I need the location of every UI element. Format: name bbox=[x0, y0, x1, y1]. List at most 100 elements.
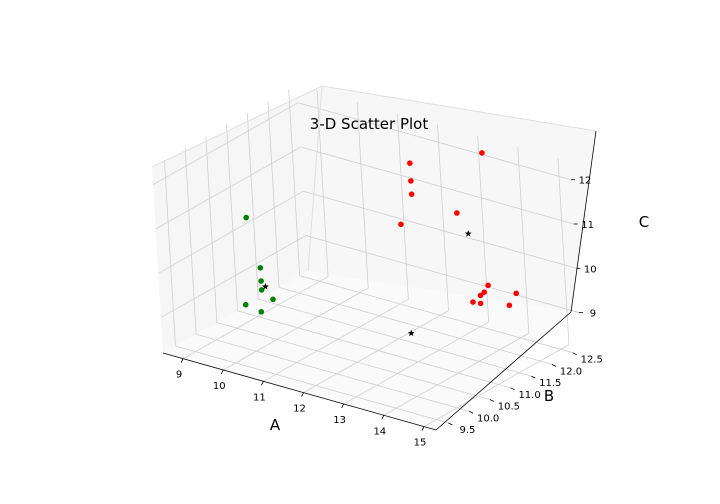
grid-line-z-back bbox=[297, 102, 572, 181]
pane-edges bbox=[151, 85, 597, 272]
y-axis-ticks: 9.510.010.511.011.512.012.5 bbox=[448, 352, 603, 436]
grid-line-y-side bbox=[246, 113, 259, 300]
pane-back-b bbox=[152, 86, 322, 353]
grid-line-x-floor bbox=[182, 276, 329, 360]
grid-line-y-side bbox=[288, 89, 301, 276]
x-tick-mark bbox=[381, 415, 385, 420]
x-tick-label: 12 bbox=[293, 404, 306, 415]
pane-edge-corner bbox=[307, 85, 323, 272]
scatter-point bbox=[270, 296, 276, 303]
scatter-point bbox=[477, 292, 484, 299]
x-tick-label: 14 bbox=[373, 426, 386, 437]
z-axis-line bbox=[570, 130, 597, 313]
grid-line-y-floor bbox=[299, 275, 573, 354]
star-point bbox=[407, 329, 415, 337]
grid-line-y-side bbox=[267, 101, 280, 288]
y-axis-line bbox=[435, 311, 572, 431]
grid-line-y-floor bbox=[237, 310, 511, 389]
x-tick-mark bbox=[341, 403, 345, 409]
chart-title: 3-D Scatter Plot bbox=[310, 115, 429, 133]
z-tick-label: 12 bbox=[579, 176, 592, 187]
scatter-point bbox=[479, 150, 485, 156]
grid-line-x-floor bbox=[383, 332, 530, 416]
grid-line-z-side bbox=[152, 102, 299, 186]
grid-line-x-floor bbox=[303, 310, 449, 393]
scatter-point bbox=[398, 221, 404, 228]
star-point bbox=[464, 230, 472, 237]
grid-line-x-back bbox=[437, 124, 449, 311]
x-axis-label: A bbox=[270, 416, 281, 434]
x-tick-label: 15 bbox=[414, 438, 427, 449]
grid-line-x-back bbox=[356, 101, 369, 289]
grid-line-z-side bbox=[155, 146, 301, 230]
grid-line-x-back bbox=[517, 147, 530, 334]
x-tick-label: 9 bbox=[176, 370, 182, 381]
x-tick-mark bbox=[421, 426, 425, 431]
grid-line-x-back bbox=[396, 113, 409, 300]
y-tick-mark bbox=[489, 399, 495, 402]
scatter-point bbox=[454, 210, 460, 216]
scatter-point bbox=[407, 160, 413, 166]
z-tick-label: 9 bbox=[590, 309, 596, 320]
scatter-point bbox=[485, 282, 491, 289]
y-tick-mark bbox=[551, 364, 557, 367]
grid-line-z-back bbox=[303, 190, 577, 269]
y-tick-mark bbox=[448, 422, 453, 426]
y-axis-label: B bbox=[544, 387, 554, 405]
x-tick-label: 11 bbox=[253, 392, 266, 403]
grid-line-y-side bbox=[164, 159, 176, 346]
y-tick-label: 11.5 bbox=[539, 378, 561, 389]
z-tick-label: 11 bbox=[581, 220, 594, 231]
y-tick-label: 12.5 bbox=[581, 355, 603, 366]
star-point bbox=[261, 283, 269, 290]
x-tick-mark bbox=[261, 381, 264, 386]
scatter-point bbox=[408, 178, 414, 184]
x-tick-label: 10 bbox=[213, 381, 226, 392]
scatter-point bbox=[257, 264, 264, 271]
axis-lines bbox=[162, 130, 597, 431]
scatter-point bbox=[513, 290, 520, 297]
grid-line-z-side bbox=[160, 235, 307, 318]
grid-line-y-floor bbox=[278, 287, 553, 365]
panes bbox=[152, 86, 596, 430]
y-tick-mark bbox=[531, 375, 536, 379]
scatter-point bbox=[477, 300, 484, 307]
x-tick-mark bbox=[220, 369, 224, 375]
scatter-point bbox=[258, 308, 265, 315]
grid-line-x-back bbox=[477, 135, 490, 322]
y-tick-label: 10.5 bbox=[498, 402, 520, 413]
x-tick-mark bbox=[301, 392, 304, 397]
grid-line-z-side bbox=[158, 190, 304, 274]
scatter-point bbox=[243, 214, 249, 221]
y-tick-label: 9.5 bbox=[459, 425, 475, 436]
scatter-point bbox=[506, 302, 513, 309]
y-tick-mark bbox=[510, 387, 515, 391]
grid-line-y-side bbox=[226, 124, 238, 311]
grid-line-x-floor bbox=[263, 298, 409, 382]
z-axis-ticks: 9 10 11 12 bbox=[571, 176, 597, 320]
data-points bbox=[242, 150, 520, 337]
pane-floor bbox=[163, 271, 571, 430]
grid-line-x-floor bbox=[223, 287, 369, 371]
scatter-point bbox=[258, 287, 265, 293]
y-tick-label: 11.0 bbox=[518, 390, 540, 401]
x-tick-label: 13 bbox=[333, 415, 346, 426]
x-axis-line bbox=[162, 352, 437, 431]
scatter-point bbox=[481, 289, 488, 295]
scatter-point bbox=[242, 301, 249, 308]
scatter-point bbox=[408, 191, 415, 197]
grid-line-z-back bbox=[305, 235, 580, 313]
grid-line-y-side bbox=[184, 148, 197, 335]
grid-line-x-floor bbox=[343, 321, 489, 405]
grid-lines bbox=[152, 89, 580, 427]
x-axis-ticks: 9 10 11 12 13 14 15 bbox=[176, 358, 427, 449]
y-tick-label: 10.0 bbox=[477, 413, 499, 424]
y-tick-mark bbox=[572, 352, 577, 356]
x-tick-mark bbox=[180, 358, 184, 363]
grid-line-y-floor bbox=[175, 345, 449, 424]
grid-line-x-floor bbox=[423, 344, 570, 427]
grid-line-x-back bbox=[557, 158, 570, 345]
z-tick-label: 10 bbox=[584, 264, 597, 275]
grid-line-y-floor bbox=[196, 333, 470, 412]
